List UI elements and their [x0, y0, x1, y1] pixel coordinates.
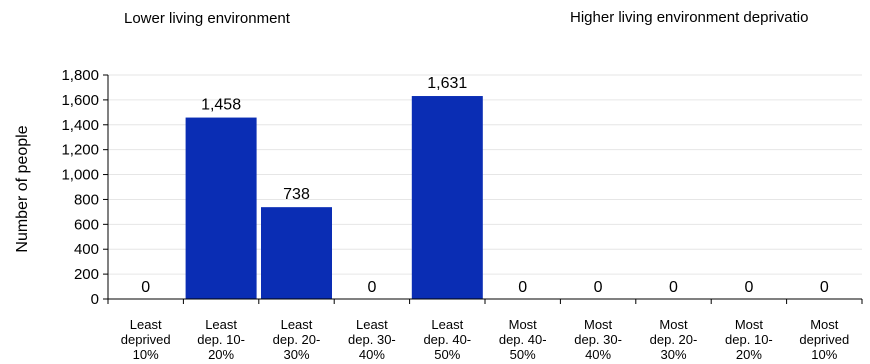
data-label: 0: [669, 279, 678, 296]
header-left-label: Lower living environment: [124, 10, 290, 27]
y-tick-label: 1,200: [61, 142, 99, 159]
data-label: 0: [518, 279, 527, 296]
data-label: 0: [367, 279, 376, 296]
x-tick-label: Least dep. 40-50%: [423, 317, 471, 362]
y-axis-title: Number of people: [14, 125, 31, 252]
x-tick-label: Most dep. 10-20%: [725, 317, 773, 362]
bar: [185, 117, 257, 299]
x-tick-label: Least dep. 30-40%: [348, 317, 396, 362]
data-label: 0: [744, 279, 753, 296]
labels: 0 200 400 600 800 1,000 1,200 1,400 1,600 1,800 0 L…: [14, 67, 849, 362]
data-label: 0: [141, 279, 150, 296]
y-tick-label: 1,000: [61, 167, 99, 184]
x-tick-label: Least deprived 10%: [121, 317, 171, 362]
y-tick-label: 1,800: [61, 67, 99, 84]
header-right-label: Higher living environment deprivatio: [570, 9, 809, 26]
y-tick-label: 1,400: [61, 117, 99, 134]
x-tick-label: Most dep. 30-40%: [574, 317, 622, 362]
y-tick-label: 1,600: [61, 92, 99, 109]
y-tick-label: 800: [74, 191, 99, 208]
y-tick-label: 200: [74, 266, 99, 283]
axes: [103, 74, 863, 304]
y-tick-label: 0: [91, 291, 99, 308]
bars: [185, 96, 483, 299]
y-tick-label: 600: [74, 216, 99, 233]
x-tick-label: Least dep. 20-30%: [273, 317, 321, 362]
bar: [411, 96, 483, 299]
x-tick-label: Least dep. 10-20%: [197, 317, 245, 362]
data-label: 738: [283, 186, 310, 203]
data-label: 1,631: [427, 75, 467, 92]
data-label: 0: [820, 279, 829, 296]
x-tick-label: Most dep. 40-50%: [499, 317, 547, 362]
y-tick-label: 400: [74, 241, 99, 258]
data-label: 1,458: [201, 97, 241, 114]
data-label: 0: [594, 279, 603, 296]
x-tick-label: Most dep. 20-30%: [650, 317, 698, 362]
bar: [261, 207, 332, 299]
x-tick-label: Most deprived 10%: [799, 317, 849, 362]
